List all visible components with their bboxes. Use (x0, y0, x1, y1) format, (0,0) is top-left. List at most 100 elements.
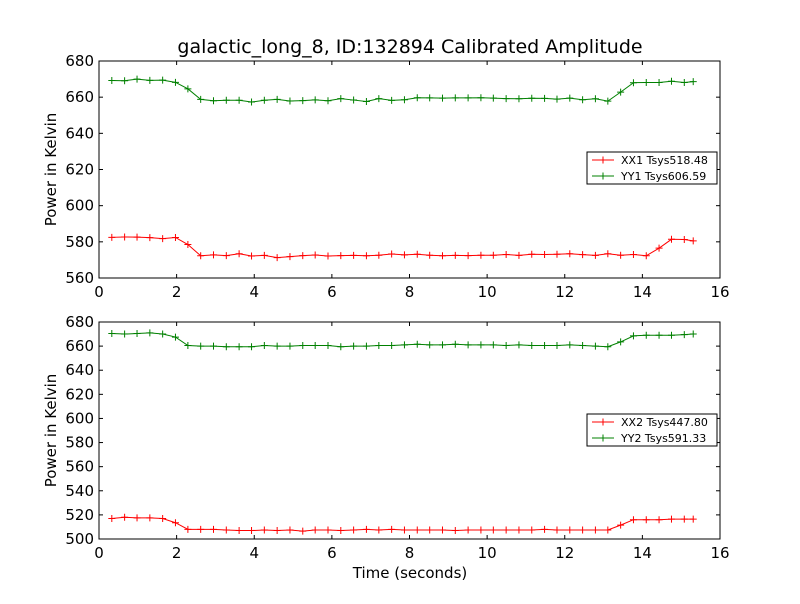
data-point-marker (541, 250, 549, 258)
data-point-marker (311, 526, 319, 534)
data-point-marker (362, 525, 370, 533)
y-tick-label: 580 (65, 233, 94, 251)
data-point-marker (689, 237, 697, 245)
data-point-marker (222, 343, 230, 351)
data-point-marker (451, 527, 459, 535)
data-point-marker (108, 77, 116, 85)
x-tick-label: 0 (94, 544, 104, 562)
data-point-marker (579, 342, 587, 350)
data-point-marker (133, 233, 141, 241)
data-point-marker (591, 526, 599, 534)
x-tick-label: 16 (710, 544, 729, 562)
data-point-marker (159, 330, 167, 338)
data-point-marker (642, 516, 650, 524)
data-point-marker (464, 341, 472, 349)
data-point-marker (311, 342, 319, 350)
series-xx (108, 233, 697, 262)
y-tick-label: 640 (65, 361, 94, 379)
data-point-marker (324, 252, 332, 260)
y-tick-label: 620 (65, 385, 94, 403)
data-point-marker (579, 251, 587, 259)
data-point-marker (375, 526, 383, 534)
x-tick-label: 14 (633, 544, 652, 562)
data-point-marker (489, 341, 497, 349)
data-point-marker (528, 250, 536, 258)
data-point-marker (413, 340, 421, 348)
x-tick-label: 2 (172, 283, 182, 301)
legend-marker (599, 434, 607, 442)
data-point-marker (489, 526, 497, 534)
data-point-marker (502, 342, 510, 350)
data-point-marker (617, 521, 625, 529)
data-point-marker (184, 241, 192, 249)
data-point-marker (171, 519, 179, 527)
data-point-marker (209, 97, 217, 105)
data-point-marker (260, 526, 268, 534)
y-axis-label: Power in Kelvin (42, 113, 60, 227)
data-point-marker (337, 527, 345, 535)
data-point-marker (604, 97, 612, 105)
data-point-marker (451, 340, 459, 348)
legend-marker (599, 172, 607, 180)
data-point-marker (235, 250, 243, 258)
data-point-marker (451, 94, 459, 102)
legend-marker (599, 418, 607, 426)
data-point-marker (133, 75, 141, 83)
data-point-marker (426, 526, 434, 534)
data-point-marker (541, 525, 549, 533)
x-tick-label: 14 (633, 283, 652, 301)
chart-title: galactic_long_8, ID:132894 Calibrated Am… (177, 36, 642, 58)
data-point-marker (413, 526, 421, 534)
data-point-marker (464, 252, 472, 260)
data-point-marker (337, 343, 345, 351)
x-axis-label: Time (seconds) (352, 564, 468, 582)
data-point-marker (604, 343, 612, 351)
data-point-marker (413, 250, 421, 258)
data-point-marker (680, 515, 688, 523)
legend: XX1 Tsys518.48 YY1 Tsys606.59 (586, 151, 718, 185)
y-tick-label: 500 (65, 530, 94, 548)
x-tick-label: 6 (327, 283, 337, 301)
legend-label: XX1 Tsys518.48 (621, 154, 708, 167)
y-tick-label: 660 (65, 337, 94, 355)
data-point-marker (222, 96, 230, 104)
x-tick-label: 12 (555, 544, 574, 562)
legend-label: XX2 Tsys447.80 (621, 416, 708, 429)
data-point-marker (617, 338, 625, 346)
legend-box (586, 413, 718, 447)
data-point-marker (566, 94, 574, 102)
data-point-marker (133, 514, 141, 522)
data-point-marker (350, 342, 358, 350)
y-tick-label: 560 (65, 458, 94, 476)
y-tick-label: 680 (65, 313, 94, 331)
legend-item: YY2 Tsys591.33 (592, 432, 706, 445)
data-point-marker (235, 527, 243, 535)
data-point-marker (146, 234, 154, 242)
data-point-marker (388, 525, 396, 533)
data-point-marker (477, 341, 485, 349)
data-point-marker (477, 526, 485, 534)
plots-group: 0 2 4 6 8 10 12 14 16560580600620640660680Power … (42, 52, 730, 562)
data-point-marker (553, 342, 561, 350)
data-point-marker (689, 78, 697, 86)
x-tick-label: 2 (172, 544, 182, 562)
y-tick-label: 540 (65, 482, 94, 500)
data-point-marker (324, 342, 332, 350)
legend-label: YY2 Tsys591.33 (620, 432, 706, 445)
y-tick-label: 520 (65, 506, 94, 524)
data-point-marker (388, 250, 396, 258)
data-point-marker (438, 252, 446, 260)
series-yy (108, 329, 697, 351)
data-point-marker (604, 526, 612, 534)
data-point-marker (248, 252, 256, 260)
data-point-marker (184, 342, 192, 350)
data-point-marker (515, 95, 523, 103)
legend-marker (599, 156, 607, 164)
data-point-marker (375, 342, 383, 350)
data-point-marker (197, 95, 205, 103)
data-point-marker (629, 332, 637, 340)
data-point-marker (413, 94, 421, 102)
x-tick-label: 8 (405, 283, 415, 301)
